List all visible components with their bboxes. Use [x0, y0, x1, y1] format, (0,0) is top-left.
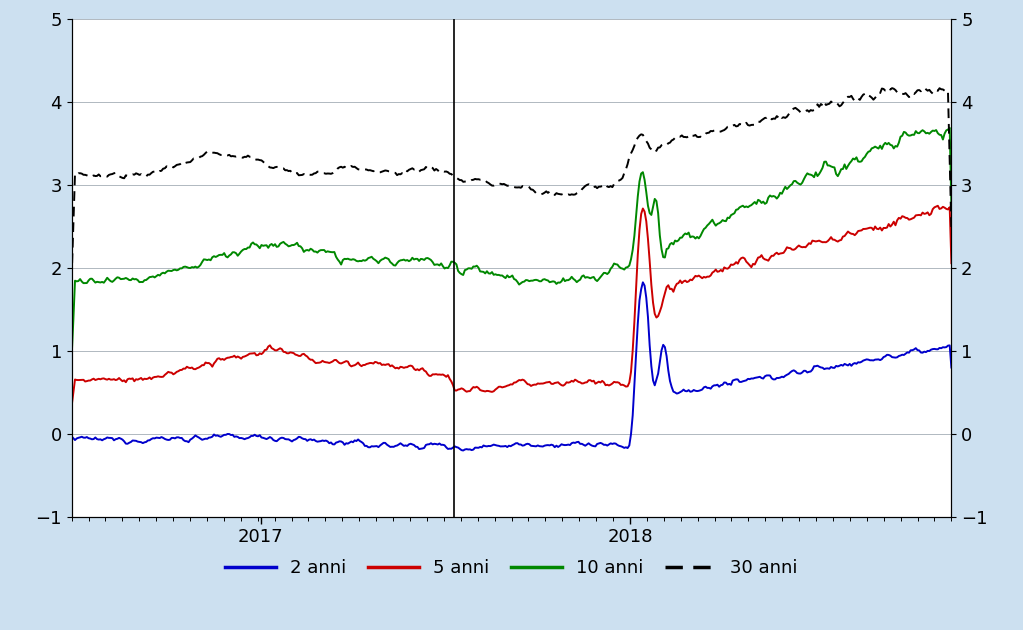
Legend: 2 anni, 5 anni, 10 anni, 30 anni: 2 anni, 5 anni, 10 anni, 30 anni [218, 553, 805, 585]
